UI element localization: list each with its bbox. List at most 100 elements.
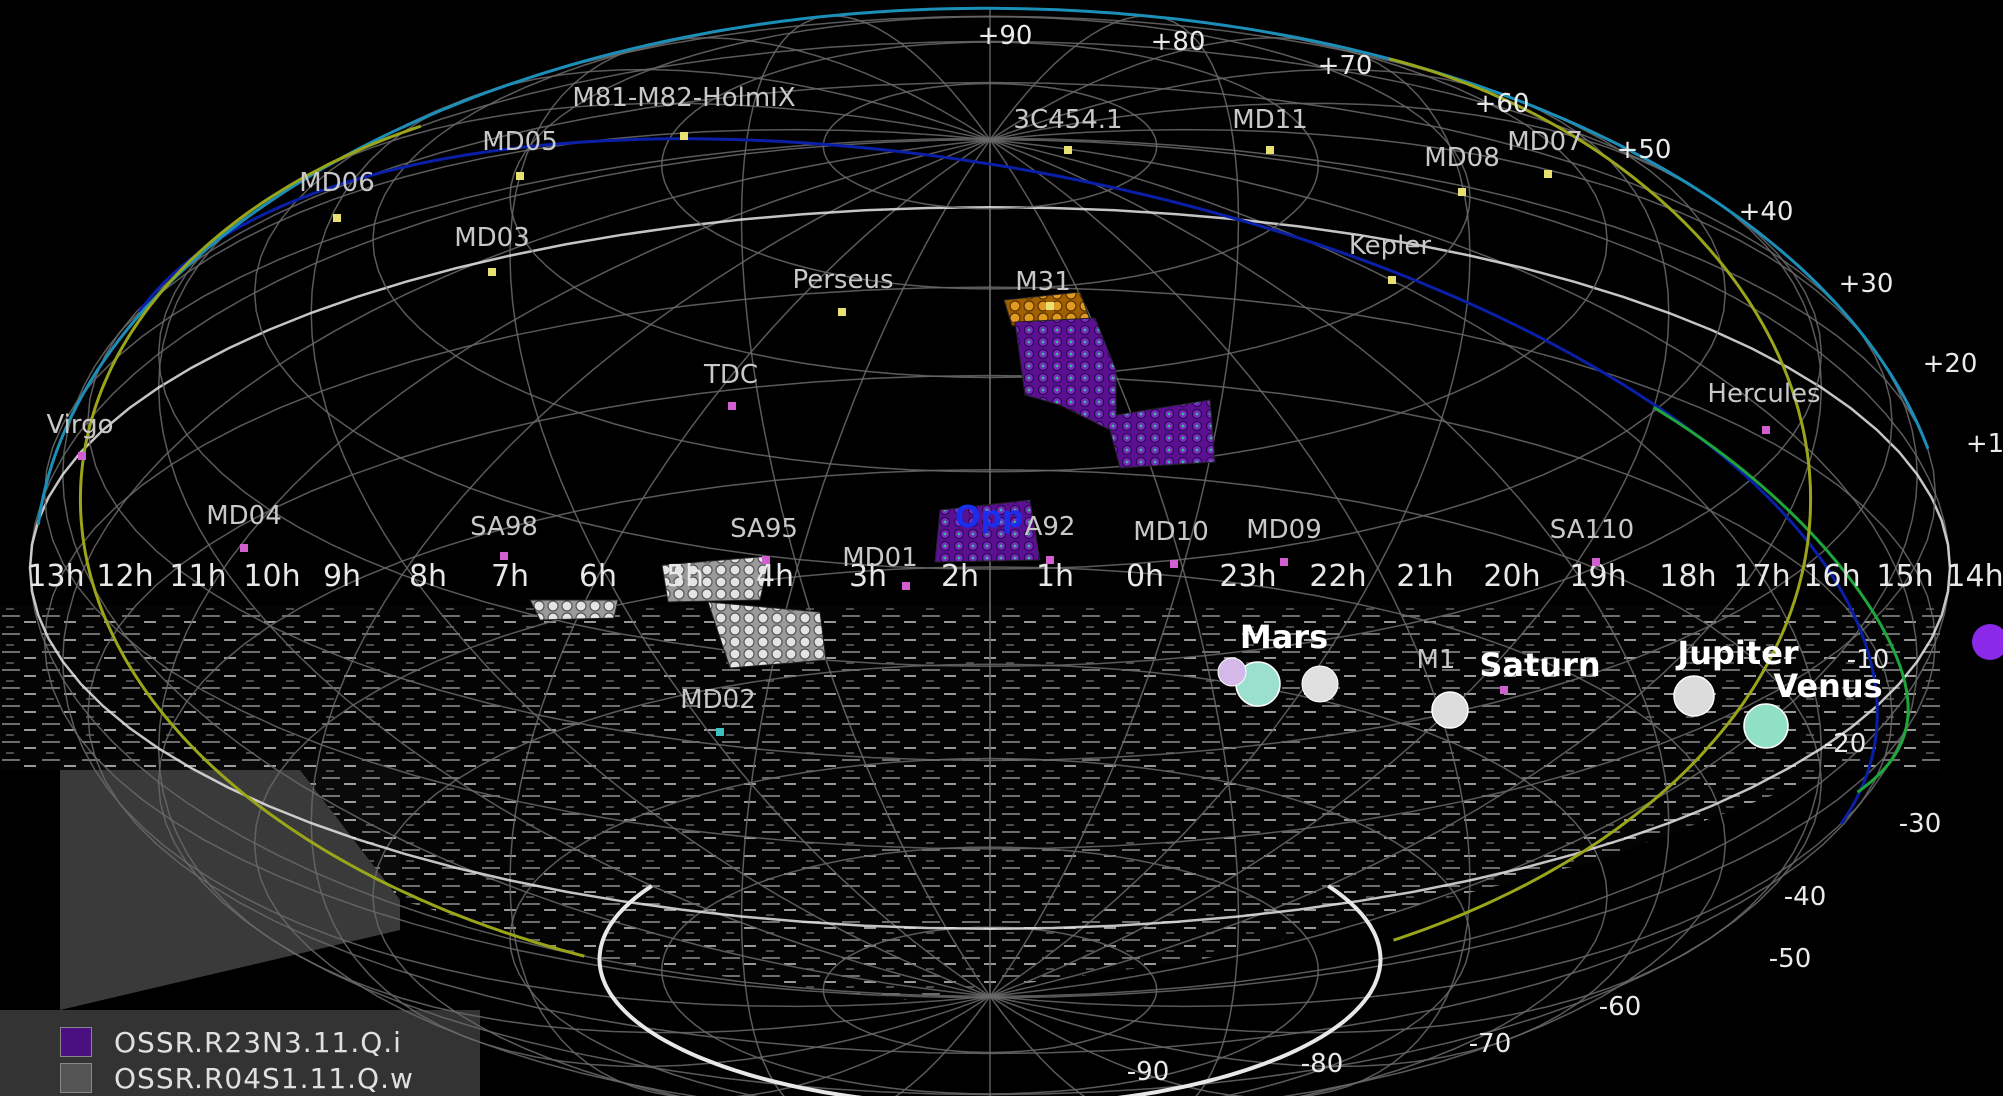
field-label: MD11 <box>1232 105 1308 135</box>
field-marker[interactable]: MD11 <box>1232 105 1308 154</box>
survey-i-footprint-north[interactable] <box>1014 317 1216 469</box>
survey-w-footprint-2[interactable] <box>707 601 827 669</box>
ra-label: 17h <box>1733 559 1790 594</box>
field-dot <box>1266 146 1274 154</box>
field-marker[interactable]: MD10 <box>1133 517 1209 568</box>
field-marker[interactable]: Kepler <box>1349 231 1431 284</box>
planet-disc <box>1673 675 1715 717</box>
field-label: M31 <box>1015 267 1071 297</box>
parallel-line <box>509 757 1471 1096</box>
legend-label: OSSR.R23N3.11.Q.i <box>114 1025 402 1059</box>
ra-label: 21h <box>1396 559 1453 594</box>
field-label: MD04 <box>206 501 282 531</box>
dec-label: +70 <box>1318 51 1373 81</box>
field-label: MD09 <box>1246 515 1322 545</box>
field-marker[interactable]: A92 <box>1025 512 1076 564</box>
field-label: Hercules <box>1707 379 1820 409</box>
field-marker[interactable]: 3C454.1 <box>1013 105 1123 154</box>
field-dot <box>716 728 724 736</box>
ecliptic-line <box>137 137 1879 825</box>
field-marker[interactable]: M81-M82-HolmIX <box>572 83 796 140</box>
field-dot <box>902 582 910 590</box>
planet-disc <box>1743 703 1789 749</box>
survey-w-footprint-1[interactable] <box>661 555 771 603</box>
field-dot <box>1046 302 1054 310</box>
south-limit-circle <box>597 884 1383 1096</box>
field-label: TDC <box>703 360 758 390</box>
planet-saturn[interactable]: Saturn <box>1431 646 1601 729</box>
dec-label: +40 <box>1739 197 1794 227</box>
field-marker[interactable]: Hercules <box>1707 379 1821 434</box>
legend: OSSR.R23N3.11.Q.i OSSR.R04S1.11.Q.w <box>60 1024 414 1096</box>
dec-label: +80 <box>1151 27 1206 57</box>
ra-label: 11h <box>169 559 226 594</box>
legend-item-survey-w[interactable]: OSSR.R04S1.11.Q.w <box>60 1060 414 1096</box>
field-marker[interactable]: M31 <box>1015 267 1071 310</box>
field-label: MD02 <box>680 685 756 715</box>
parallel-line <box>372 663 1608 1096</box>
field-marker[interactable]: MD04 <box>206 501 282 552</box>
planet-track-line <box>1653 406 1910 794</box>
field-marker[interactable]: Perseus <box>792 265 894 316</box>
dec-label: +50 <box>1617 135 1672 165</box>
field-dot <box>838 308 846 316</box>
field-label: Virgo <box>46 410 113 440</box>
moon-disc <box>1217 657 1247 687</box>
field-label: MD05 <box>482 127 558 157</box>
field-marker[interactable]: SA110 <box>1550 515 1634 566</box>
opposition-label: Opp <box>955 500 1023 535</box>
survey-w-footprint-3[interactable] <box>529 599 619 621</box>
field-dot <box>1388 276 1396 284</box>
field-label: SA98 <box>470 512 538 542</box>
field-marker[interactable]: MD09 <box>1246 515 1322 566</box>
parallel-line <box>660 41 1320 290</box>
field-dot <box>240 544 248 552</box>
field-marker[interactable]: TDC <box>703 360 758 410</box>
field-dot <box>1592 558 1600 566</box>
field-marker[interactable]: MD07 <box>1507 127 1583 178</box>
field-label: Kepler <box>1349 231 1431 261</box>
field-label: SA95 <box>730 514 798 544</box>
field-marker[interactable]: MD02 <box>680 685 756 736</box>
legend-item-survey-i[interactable]: OSSR.R23N3.11.Q.i <box>60 1024 414 1060</box>
field-dot <box>1280 558 1288 566</box>
dec-label: +30 <box>1839 269 1894 299</box>
field-label: Perseus <box>792 265 893 295</box>
legend-label: OSSR.R04S1.11.Q.w <box>114 1061 414 1095</box>
planet-label: Saturn <box>1479 646 1600 684</box>
field-marker[interactable]: SA98 <box>470 512 538 560</box>
ra-label: 6h <box>579 559 617 594</box>
field-dot <box>1544 170 1552 178</box>
field-marker[interactable]: MD08 <box>1424 143 1500 196</box>
dec-label: -80 <box>1301 1049 1343 1079</box>
field-label: MD01 <box>842 543 918 573</box>
field-dot <box>500 552 508 560</box>
field-dot <box>488 268 496 276</box>
field-label: MD06 <box>299 168 375 198</box>
planet-jupiter[interactable]: Jupiter <box>1673 634 1799 717</box>
field-dot <box>1458 188 1466 196</box>
field-marker[interactable]: SA95 <box>730 514 798 564</box>
field-marker[interactable]: MD05 <box>482 127 558 180</box>
ra-label: 8h <box>409 559 447 594</box>
field-marker[interactable]: M1 <box>1417 645 1508 694</box>
parallel-line <box>253 15 1727 570</box>
field-label: M81-M82-HolmIX <box>572 83 795 113</box>
field-markers: M81-M82-HolmIX MD05 MD06 MD03 3C454.1 MD11 MD0… <box>46 83 1821 736</box>
planet-mars[interactable]: Mars <box>1235 618 1328 707</box>
planet-label: Venus <box>1773 667 1882 705</box>
field-marker[interactable]: MD01 <box>842 543 918 590</box>
coordinate-grid <box>28 7 1952 1096</box>
parallel-line <box>372 7 1608 473</box>
ra-label: 0h <box>1126 559 1164 594</box>
parallel-line <box>87 374 1893 1055</box>
field-marker[interactable]: MD06 <box>299 168 375 222</box>
dec-label: -70 <box>1469 1029 1511 1059</box>
field-marker[interactable]: MD03 <box>454 223 530 276</box>
right-ascension-labels: 13h 12h 11h 10h 9h 8h 7h 6h 5h 4h 3h 2h 1h 0h 23h 22h 21… <box>27 559 2003 594</box>
field-marker[interactable]: Virgo <box>46 410 114 460</box>
survey-i-footprint-equator[interactable] <box>934 499 1041 563</box>
field-label: M1 <box>1417 645 1456 675</box>
planet-venus[interactable]: Venus <box>1743 667 1883 749</box>
